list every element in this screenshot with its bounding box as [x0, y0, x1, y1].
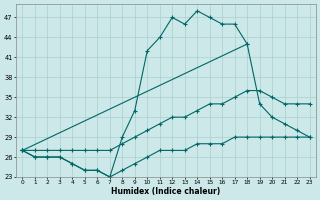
- X-axis label: Humidex (Indice chaleur): Humidex (Indice chaleur): [111, 187, 220, 196]
